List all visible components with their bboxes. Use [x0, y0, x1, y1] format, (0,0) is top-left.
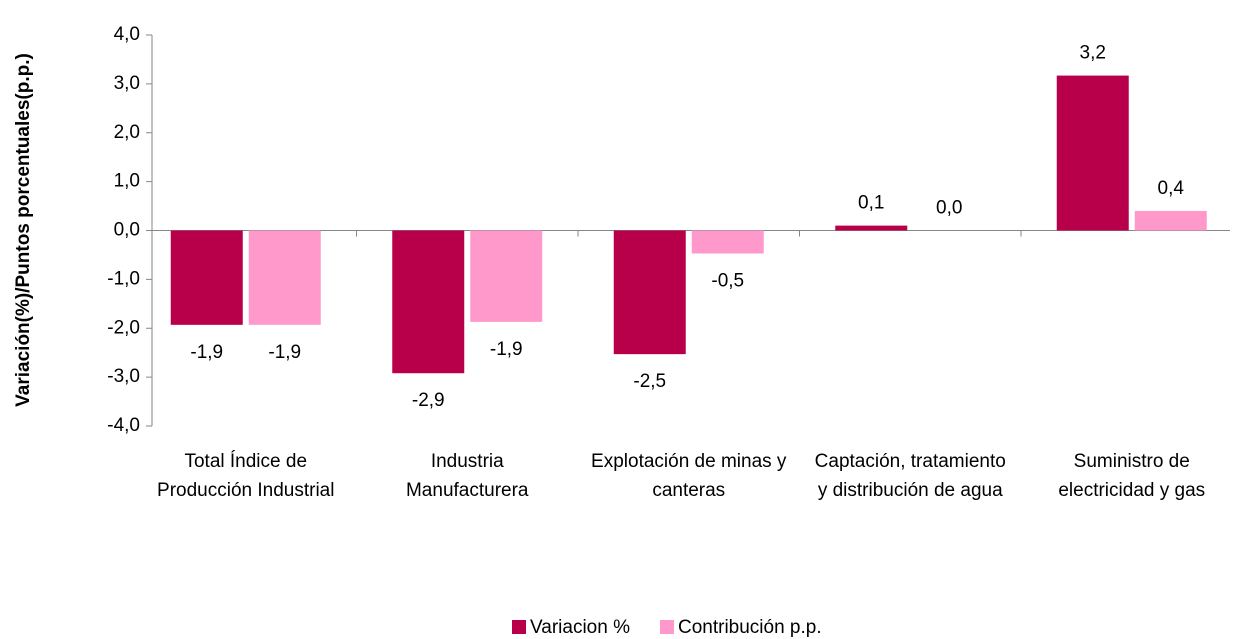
bar — [248, 230, 321, 325]
y-tick-label: 0,0 — [114, 220, 140, 241]
y-tick-label: -2,0 — [107, 317, 140, 338]
bar — [1134, 210, 1207, 231]
y-tick-label: 2,0 — [114, 122, 140, 143]
bar — [691, 230, 764, 254]
legend-swatch — [659, 620, 674, 634]
bar — [613, 230, 686, 355]
data-label: 3,2 — [1080, 43, 1106, 64]
x-tick-label: Suministro de electricidad y gas — [1058, 451, 1206, 501]
bar — [835, 225, 908, 231]
bar — [470, 230, 543, 322]
y-tick-label: -3,0 — [107, 366, 140, 387]
data-label: -1,9 — [490, 339, 523, 360]
data-label: 0,1 — [858, 193, 884, 214]
x-tick-label: Industria Manufacturera — [405, 451, 529, 501]
data-label: -1,9 — [190, 342, 223, 363]
legend-swatch — [512, 620, 526, 634]
data-label: -1,9 — [268, 342, 301, 363]
data-label: -2,5 — [633, 371, 666, 392]
bar — [1056, 75, 1129, 231]
bar — [170, 230, 243, 325]
y-axis-title: Variación(%)/Puntos porcentuales(p.p.) — [13, 53, 34, 407]
y-tick-label: -1,0 — [107, 268, 140, 289]
x-tick-label: Explotación de minas y canteras — [591, 451, 787, 501]
x-tick-label: Captación, tratamiento y distribución de… — [814, 451, 1006, 501]
legend-label: Variacion % — [530, 617, 630, 638]
y-tick-label: 4,0 — [114, 24, 140, 45]
y-tick-label: -4,0 — [107, 415, 140, 436]
legend-label: Contribución p.p. — [678, 617, 822, 638]
data-label: 0,4 — [1158, 178, 1185, 199]
x-tick-label: Total Índice de Producción Industrial — [157, 451, 335, 501]
data-label: -0,5 — [711, 270, 744, 291]
y-tick-label: 3,0 — [114, 73, 140, 94]
y-tick-label: 1,0 — [114, 171, 140, 192]
data-label: 0,0 — [936, 198, 962, 219]
data-label: -2,9 — [412, 390, 445, 411]
bar — [392, 230, 465, 374]
